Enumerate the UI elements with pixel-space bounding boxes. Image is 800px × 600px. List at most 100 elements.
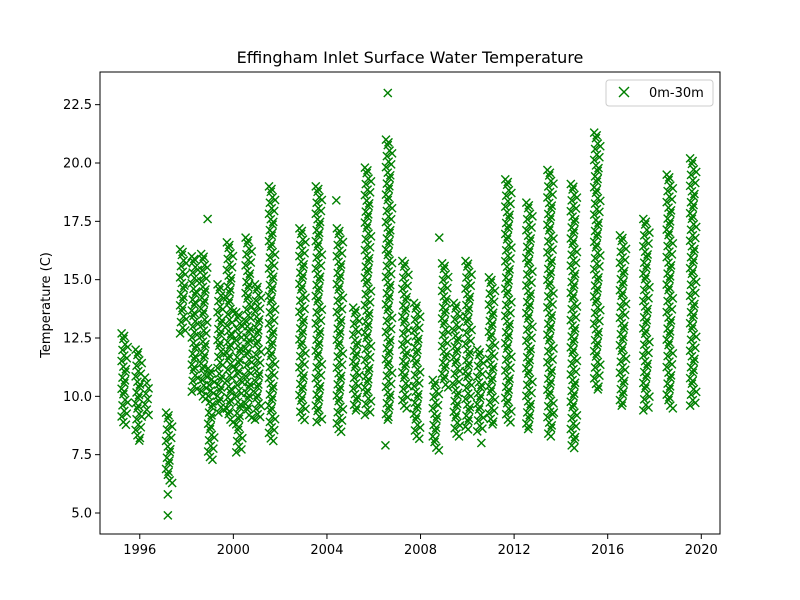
data-point <box>268 326 278 336</box>
data-point <box>135 433 145 443</box>
data-point <box>593 229 603 239</box>
data-point <box>665 373 675 383</box>
data-point <box>463 416 473 426</box>
data-point <box>414 434 424 444</box>
data-point <box>266 406 276 416</box>
data-point <box>527 267 537 277</box>
data-column <box>662 170 678 413</box>
data-point <box>594 218 603 228</box>
data-point <box>122 409 132 419</box>
data-point <box>241 371 251 381</box>
data-point-outlier <box>380 440 390 450</box>
data-point <box>349 319 359 329</box>
data-point <box>384 239 394 249</box>
data-point <box>620 255 630 265</box>
data-point <box>643 304 653 314</box>
data-point <box>484 300 494 310</box>
data-point <box>399 317 409 327</box>
data-point <box>164 458 174 468</box>
data-point <box>616 302 626 312</box>
data-point <box>234 366 244 376</box>
data-point <box>131 425 141 435</box>
data-point <box>384 291 394 301</box>
data-point <box>403 270 413 280</box>
data-point <box>206 413 216 423</box>
data-point <box>251 350 261 360</box>
data-point <box>243 346 253 356</box>
data-point <box>198 309 208 319</box>
data-point <box>224 351 234 361</box>
data-point <box>243 402 253 412</box>
data-point <box>387 313 397 323</box>
data-point <box>268 384 278 394</box>
data-point <box>338 237 348 247</box>
data-point <box>332 418 342 428</box>
data-point <box>486 329 496 339</box>
data-point <box>567 195 577 205</box>
data-point <box>439 374 449 384</box>
data-point <box>209 433 219 443</box>
data-point <box>568 239 578 249</box>
data-point <box>266 184 276 194</box>
data-point <box>225 276 235 286</box>
data-point <box>362 278 372 288</box>
data-point <box>204 380 214 390</box>
data-column <box>187 251 203 397</box>
data-point <box>547 420 557 430</box>
data-point <box>362 333 372 343</box>
data-point <box>334 285 344 295</box>
data-point <box>642 260 652 270</box>
data-point <box>224 298 234 308</box>
data-point <box>250 361 260 371</box>
data-point <box>662 252 672 262</box>
data-point <box>689 354 699 364</box>
data-point <box>383 140 393 150</box>
data-point <box>242 249 251 259</box>
data-point <box>204 435 214 445</box>
data-point <box>502 398 512 408</box>
data-point <box>254 371 264 381</box>
y-axis-label: Temperature (C) <box>39 252 54 359</box>
data-point <box>383 357 393 367</box>
data-point <box>505 417 515 427</box>
data-point <box>237 433 247 443</box>
data-point <box>666 370 676 380</box>
data-point <box>486 384 496 394</box>
data-point <box>463 361 473 371</box>
data-point <box>440 308 450 318</box>
data-point <box>266 296 276 306</box>
data-point <box>412 400 422 410</box>
data-point <box>385 283 395 293</box>
data-point <box>525 410 535 420</box>
data-point <box>397 339 407 349</box>
data-point <box>475 347 485 357</box>
data-point <box>485 343 495 353</box>
data-point <box>461 273 471 283</box>
data-point <box>524 358 534 368</box>
data-point <box>313 294 323 304</box>
data-point <box>316 370 326 380</box>
data-point <box>595 196 605 206</box>
data-point <box>567 304 577 314</box>
data-column <box>131 345 147 446</box>
data-point <box>189 257 199 267</box>
data-point <box>690 178 700 188</box>
data-column <box>360 163 376 420</box>
legend-marker-x-icon <box>618 86 630 98</box>
data-point <box>133 401 143 411</box>
data-point <box>317 359 327 369</box>
data-column <box>175 244 191 338</box>
data-point <box>235 403 245 413</box>
data-point <box>119 386 129 396</box>
data-point <box>644 293 654 303</box>
data-point <box>521 225 531 235</box>
data-point <box>353 381 363 391</box>
data-point <box>546 368 556 378</box>
data-point <box>268 272 278 282</box>
data-point <box>484 354 494 364</box>
data-point <box>226 329 236 339</box>
data-point <box>241 316 251 326</box>
data-point <box>264 373 274 383</box>
data-point <box>132 404 142 414</box>
data-point <box>311 209 321 219</box>
